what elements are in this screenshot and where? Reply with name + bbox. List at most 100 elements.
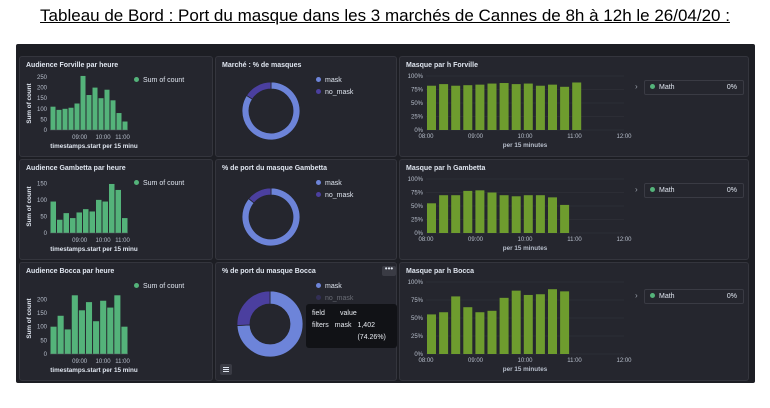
y-tick-label: 0% <box>414 231 423 237</box>
donut-forville <box>241 81 301 141</box>
percent-bar <box>511 196 521 233</box>
panel-title: Masque par h Forville <box>406 62 478 69</box>
x-tick-label: 09:00 <box>72 135 88 141</box>
legend-dot-icon <box>316 283 321 288</box>
x-tick-label: 10:00 <box>517 237 533 243</box>
legend-no-mask[interactable]: no_mask <box>316 89 353 96</box>
y-tick-label: 100 <box>37 198 48 204</box>
barchart-forville: 0% 25% 50% 75% 100% 08:00 09:00 10:00 11:00 12:00… <box>408 74 633 149</box>
histogram-bar <box>89 211 95 233</box>
x-tick-label: 10:00 <box>517 358 533 364</box>
y-tick-label: 50% <box>411 204 424 210</box>
x-tick-label: 10:00 <box>96 359 112 365</box>
histogram-legend: Sum of count <box>134 77 184 84</box>
x-tick-label: 10:00 <box>96 135 112 141</box>
histogram-bar <box>115 189 121 233</box>
histogram-bar <box>98 98 104 130</box>
y-tick-label: 100 <box>37 107 48 113</box>
histogram-bar <box>100 300 107 354</box>
math-legend[interactable]: › Math 0% <box>635 183 744 198</box>
legend-mask[interactable]: mask <box>316 77 342 84</box>
pie-slice-no-mask <box>248 187 272 204</box>
x-axis-label: per 15 minutes <box>503 245 548 252</box>
x-tick-label: 10:00 <box>517 134 533 140</box>
legend-no-mask[interactable]: no_mask <box>316 295 353 302</box>
chevron-right-icon[interactable]: › <box>635 185 638 194</box>
histogram-bar <box>104 89 110 130</box>
chevron-right-icon[interactable]: › <box>635 291 638 300</box>
x-tick-label: 11:00 <box>567 134 582 140</box>
percent-bar <box>487 192 497 233</box>
y-tick-label: 25% <box>411 115 424 121</box>
histogram-bar <box>74 103 80 130</box>
tooltip-field: filters <box>312 322 329 329</box>
x-tick-label: 08:00 <box>418 358 434 364</box>
donut-bocca <box>236 290 304 358</box>
histogram-bar <box>122 121 128 130</box>
legend-mask[interactable]: mask <box>316 283 342 290</box>
percent-bar <box>499 297 509 354</box>
histogram-bar <box>78 310 85 354</box>
histogram-forville: 0 50 100 150 200 250 09:00 10:00 11:00 timestamps… <box>26 75 138 150</box>
legend-label: Math <box>659 187 675 194</box>
legend-label: mask <box>325 180 342 187</box>
histogram-bar <box>102 201 108 233</box>
legend-label: no_mask <box>325 295 354 302</box>
tooltip-value-header: value <box>340 310 357 317</box>
y-tick-label: 50 <box>40 214 47 220</box>
y-tick-label: 50% <box>411 316 424 322</box>
legend-dot-icon <box>316 180 321 185</box>
legend-label: no_mask <box>325 192 354 199</box>
list-icon[interactable] <box>220 364 232 375</box>
math-legend[interactable]: › Math 0% <box>635 289 744 304</box>
pie-slice-no-mask <box>236 290 271 326</box>
x-tick-label: 08:00 <box>418 237 434 243</box>
legend-no-mask[interactable]: no_mask <box>316 192 353 199</box>
histogram-gambetta: 0 50 100 150 09:00 10:00 11:00 timestamps.start… <box>26 181 138 253</box>
percent-bar <box>548 197 557 233</box>
panel-mask-gambetta: Masque par h Gambetta 0% 25% 50% 75% 100% 08:… <box>399 159 749 260</box>
more-options-button[interactable]: ••• <box>382 265 396 276</box>
histogram-bar <box>64 329 71 354</box>
panel-audience-forville: Audience Forville par heure 0 50 100 150 200… <box>19 56 213 157</box>
percent-bar <box>427 314 436 354</box>
legend-value: 0% <box>726 84 737 91</box>
x-tick-label: 09:00 <box>468 358 484 364</box>
barchart-gambetta: 0% 25% 50% 75% 100% 08:00 09:00 10:00 11:00 12:00… <box>408 177 633 252</box>
chevron-right-icon[interactable]: › <box>635 82 638 91</box>
percent-bar <box>535 85 545 130</box>
math-legend[interactable]: › Math 0% <box>635 80 744 95</box>
percent-bar <box>560 204 570 233</box>
histogram-bar <box>83 209 89 233</box>
legend-dot-icon <box>650 84 655 89</box>
legend-value: 0% <box>726 293 737 300</box>
y-tick-label: 200 <box>37 297 48 303</box>
histogram-bar <box>50 201 56 233</box>
y-tick-label: 150 <box>37 96 48 102</box>
y-tick-label: 75% <box>411 191 424 197</box>
legend-label: no_mask <box>325 89 354 96</box>
legend-label: Sum of count <box>143 283 185 290</box>
legend-label: Sum of count <box>143 180 185 187</box>
percent-bar <box>511 84 521 130</box>
x-axis-label: timestamps.start per 15 minu <box>50 246 138 253</box>
legend-label: Math <box>659 84 675 91</box>
x-tick-label: 12:00 <box>616 134 632 140</box>
y-tick-label: 100 <box>37 325 48 331</box>
y-tick-label: 150 <box>37 311 48 317</box>
histogram-bar <box>86 95 92 130</box>
histogram-legend: Sum of count <box>134 180 184 187</box>
x-tick-label: 11:00 <box>115 238 130 244</box>
percent-bar <box>548 84 557 130</box>
legend-dot-icon <box>134 180 139 185</box>
histogram-bar <box>50 326 57 354</box>
panel-title: Masque par h Gambetta <box>406 165 486 172</box>
y-tick-label: 200 <box>37 86 48 92</box>
legend-label: Sum of count <box>143 77 185 84</box>
histogram-bar <box>80 75 86 130</box>
percent-bar <box>451 195 461 233</box>
percent-bar <box>451 85 461 130</box>
legend-mask[interactable]: mask <box>316 180 342 187</box>
histogram-bar <box>56 109 62 130</box>
x-tick-label: 11:00 <box>115 359 130 365</box>
